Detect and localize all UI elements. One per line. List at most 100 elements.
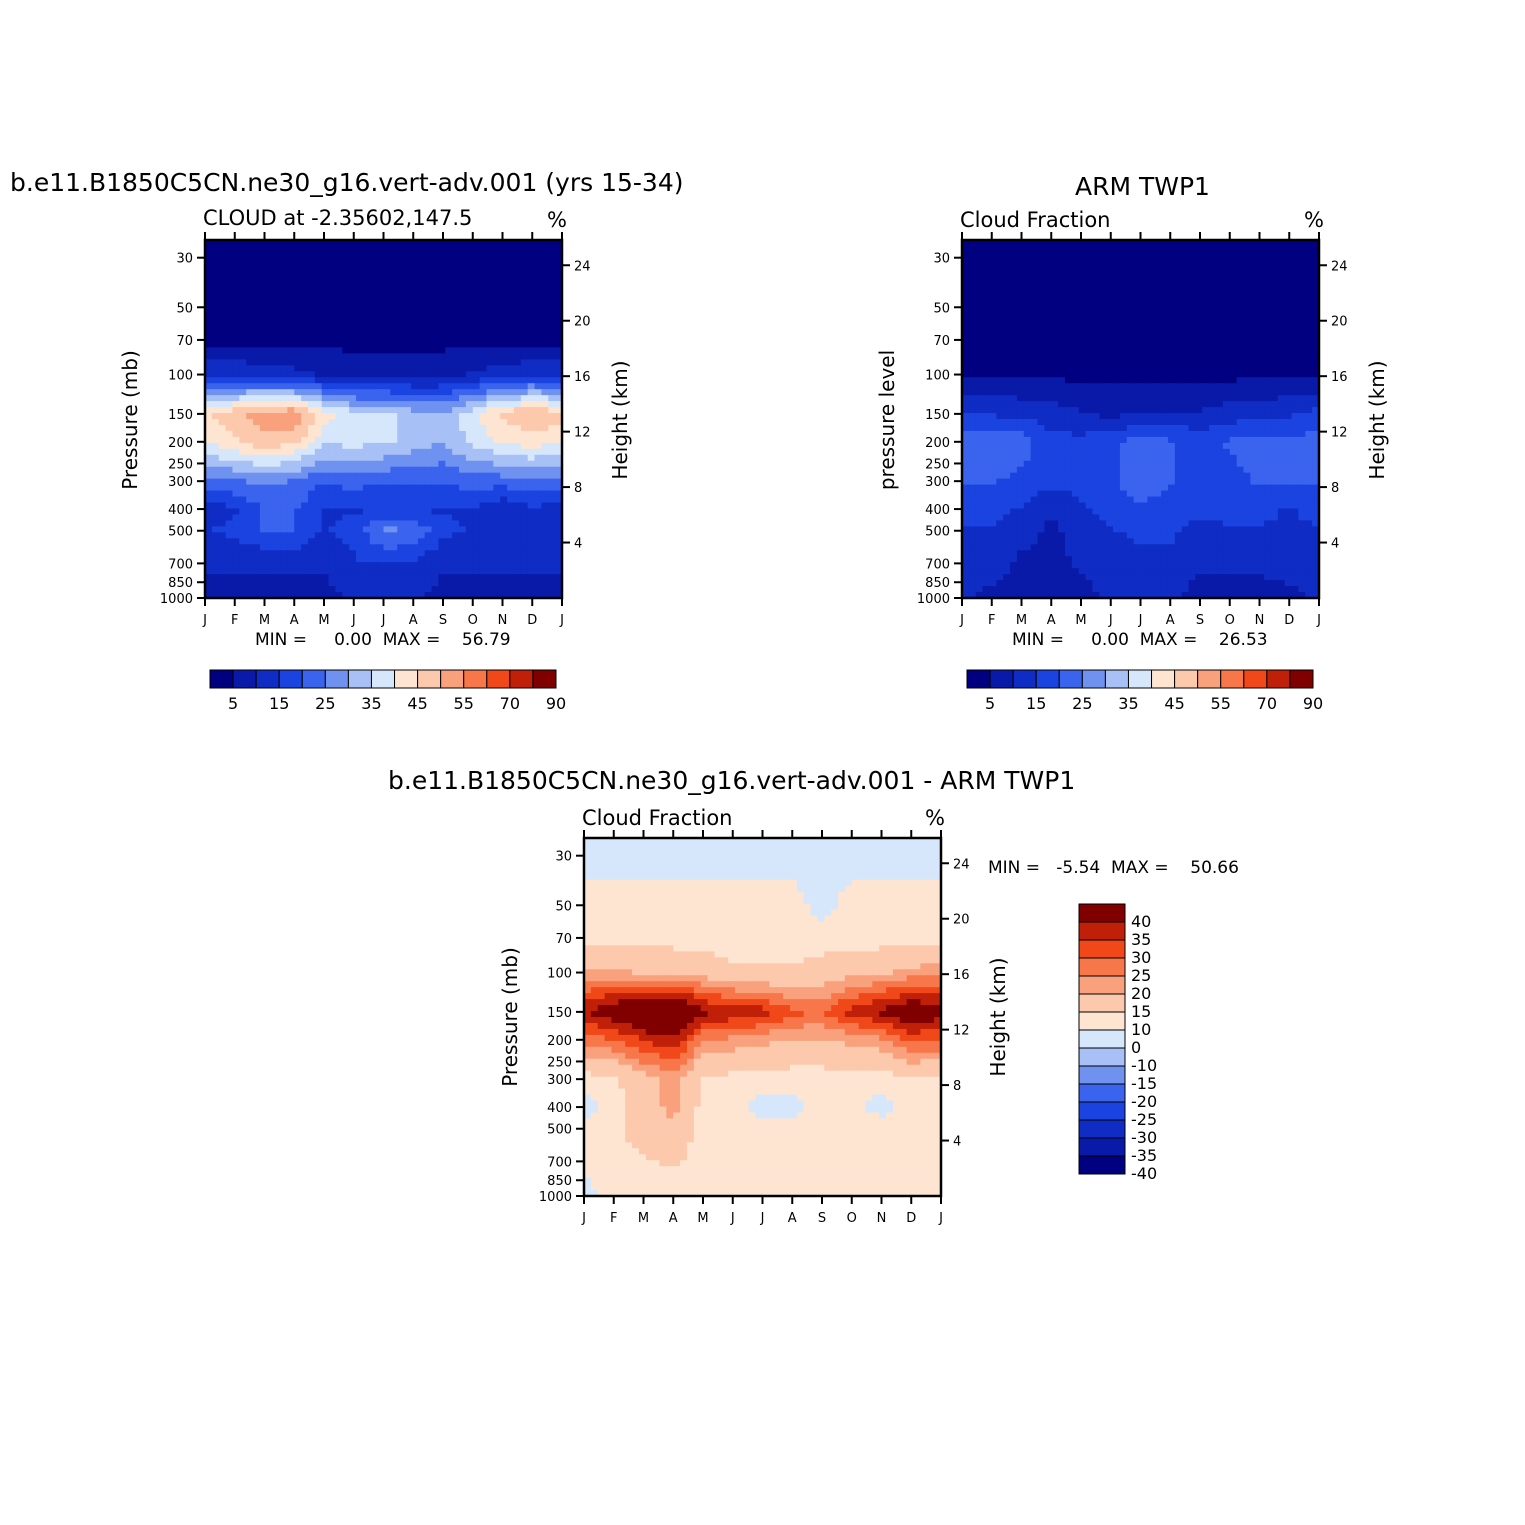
model-cell xyxy=(205,401,213,408)
obs-cell xyxy=(1023,407,1032,414)
model-cell xyxy=(225,263,234,271)
model-cell xyxy=(417,329,426,337)
model-cell xyxy=(225,299,234,307)
model-cell xyxy=(246,430,254,438)
model-cell xyxy=(349,329,357,337)
model-cell xyxy=(520,317,529,325)
model-cell xyxy=(397,269,405,277)
obs-cell xyxy=(1188,407,1197,414)
model-cell xyxy=(362,502,371,510)
obs-cell xyxy=(1174,365,1183,372)
model-cell xyxy=(431,335,440,343)
obs-cell xyxy=(1195,419,1203,426)
model-cell xyxy=(445,251,453,259)
model-cell xyxy=(273,454,282,462)
model-cell xyxy=(246,377,254,384)
obs-cell xyxy=(1229,257,1238,265)
model-cell xyxy=(280,251,288,259)
model-cell xyxy=(417,353,426,360)
model-cell xyxy=(356,592,364,599)
model-cell xyxy=(376,383,385,390)
model-cell xyxy=(465,305,474,313)
model-cell xyxy=(294,532,302,539)
obs-cell xyxy=(1023,359,1032,366)
obs-cell xyxy=(989,329,997,337)
obs-cell xyxy=(1216,430,1224,438)
model-cell xyxy=(280,317,288,325)
model-cell xyxy=(307,389,316,396)
obs-cell xyxy=(1016,335,1025,343)
model-cell xyxy=(253,347,261,354)
model-cell xyxy=(218,407,227,414)
model-cell xyxy=(520,448,529,456)
obs-cell xyxy=(1298,263,1306,271)
model-cell xyxy=(424,245,433,253)
model-cell xyxy=(548,359,556,366)
model-cell xyxy=(555,275,563,283)
model-cell xyxy=(500,335,508,343)
model-cell xyxy=(314,419,323,426)
model-cell xyxy=(424,568,433,575)
model-cell xyxy=(541,347,549,354)
model-cell xyxy=(465,263,474,271)
model-cell xyxy=(266,240,275,247)
model-cell xyxy=(301,430,309,438)
obs-cell xyxy=(1236,251,1245,259)
obs-cell xyxy=(1209,240,1217,247)
obs-cell xyxy=(1202,424,1210,432)
model-cell xyxy=(431,419,440,426)
model-cell xyxy=(266,389,275,396)
model-cell xyxy=(301,424,309,432)
model-cell xyxy=(356,586,364,593)
model-cell xyxy=(555,240,563,247)
model-cell xyxy=(513,365,522,372)
model-cell xyxy=(266,287,275,295)
obs-cell xyxy=(1229,407,1238,414)
obs-cell xyxy=(989,257,997,265)
model-cell xyxy=(314,329,323,337)
obs-cell xyxy=(1312,299,1320,307)
model-cell xyxy=(452,502,460,510)
obs-cell xyxy=(1161,407,1169,414)
model-cell xyxy=(376,323,385,331)
model-cell xyxy=(390,365,398,372)
model-cell xyxy=(218,472,227,480)
model-cell xyxy=(328,538,337,545)
model-cell xyxy=(335,568,343,575)
obs-cell xyxy=(1229,436,1238,444)
model-cell xyxy=(555,550,563,557)
obs-cell xyxy=(962,240,970,247)
obs-cell xyxy=(1229,389,1238,396)
model-cell xyxy=(500,383,508,390)
obs-cell xyxy=(1147,371,1155,378)
model-cell xyxy=(486,580,494,587)
obs-cell xyxy=(1264,269,1272,277)
model-cell xyxy=(218,293,227,301)
model-cell xyxy=(376,538,385,545)
obs-cell xyxy=(1181,293,1190,301)
model-cell xyxy=(369,305,378,313)
model-cell xyxy=(486,335,494,343)
model-cell xyxy=(507,496,515,504)
obs-cell xyxy=(1030,269,1039,277)
obs-cell xyxy=(1071,377,1080,384)
model-cell xyxy=(328,245,337,253)
model-cell xyxy=(246,347,254,354)
model-cell xyxy=(218,419,227,426)
model-cell xyxy=(314,424,323,432)
model-cell xyxy=(465,562,474,569)
obs-cell xyxy=(1106,389,1114,396)
obs-cell xyxy=(1202,311,1210,319)
obs-cell xyxy=(1099,383,1107,390)
model-cell xyxy=(246,371,254,378)
obs-cell xyxy=(1264,257,1272,265)
obs-cell xyxy=(1106,305,1114,313)
model-cell xyxy=(500,395,508,402)
model-cell xyxy=(356,526,364,533)
obs-cell xyxy=(1003,365,1011,372)
model-cell xyxy=(307,341,316,348)
model-cell xyxy=(342,395,350,402)
model-cell xyxy=(390,401,398,408)
model-cell xyxy=(513,562,522,569)
obs-cell xyxy=(1113,430,1121,438)
